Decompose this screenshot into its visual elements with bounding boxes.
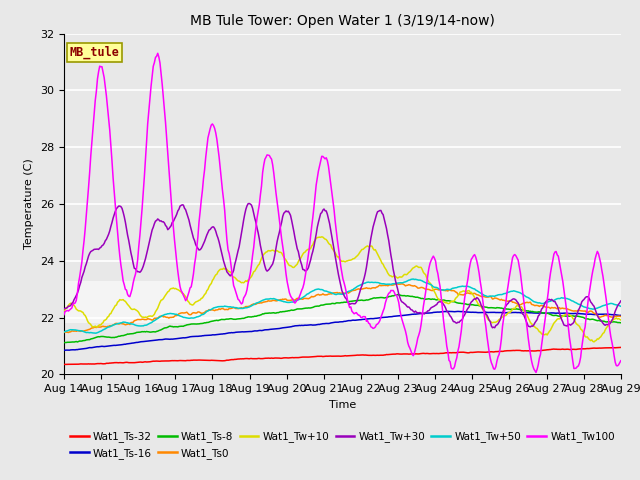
Text: MB_tule: MB_tule bbox=[70, 46, 120, 59]
X-axis label: Time: Time bbox=[329, 400, 356, 409]
Title: MB Tule Tower: Open Water 1 (3/19/14-now): MB Tule Tower: Open Water 1 (3/19/14-now… bbox=[190, 14, 495, 28]
Bar bbox=[64, 281, 621, 324]
Y-axis label: Temperature (C): Temperature (C) bbox=[24, 158, 35, 250]
Legend: Wat1_Ts-32, Wat1_Ts-16, Wat1_Ts-8, Wat1_Ts0, Wat1_Tw+10, Wat1_Tw+30, Wat1_Tw+50,: Wat1_Ts-32, Wat1_Ts-16, Wat1_Ts-8, Wat1_… bbox=[66, 427, 619, 463]
